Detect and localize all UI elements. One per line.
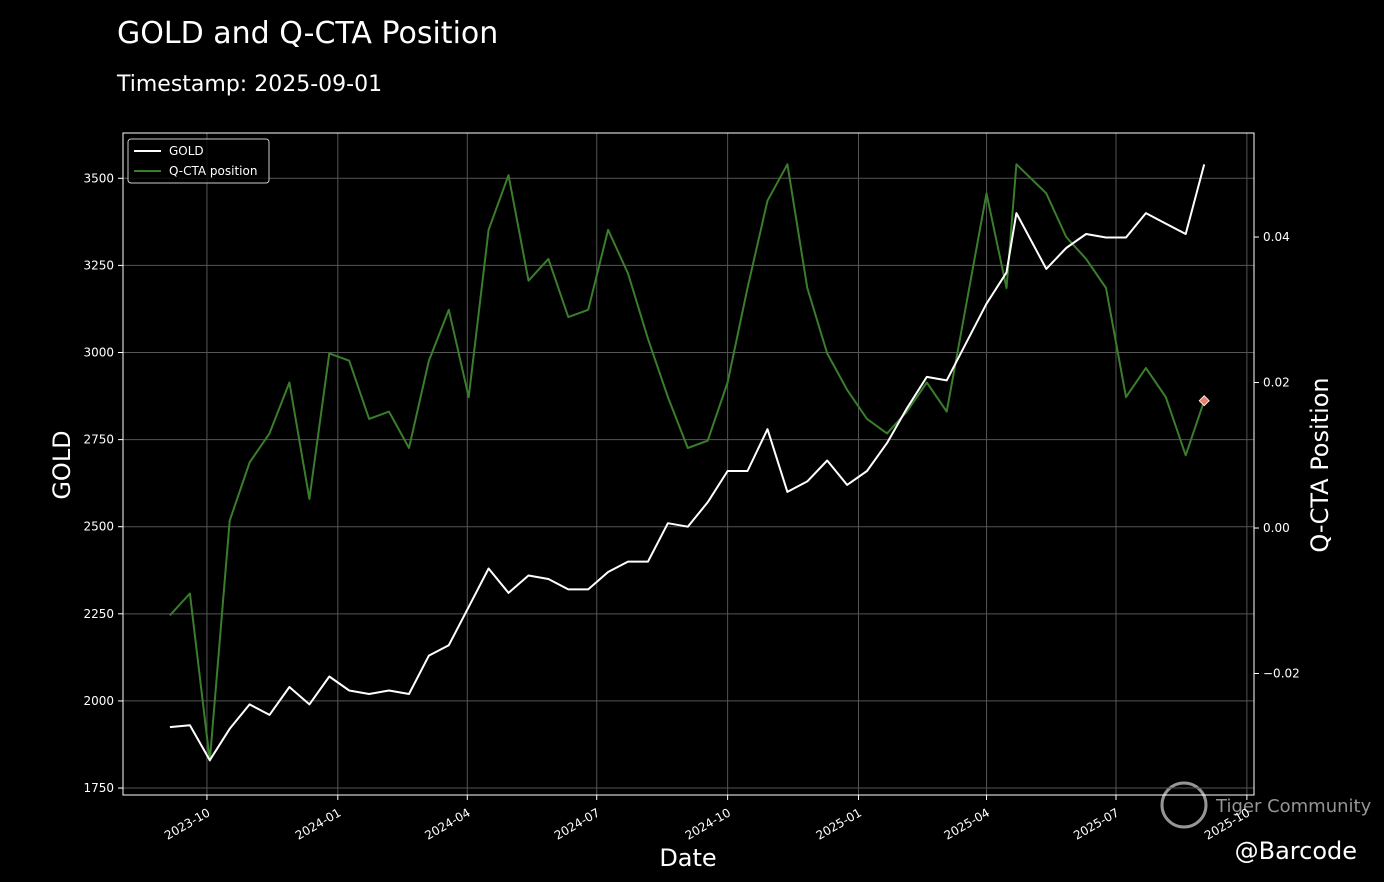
chart-title: GOLD and Q-CTA Position: [117, 16, 498, 51]
watermark-handle: @Barcode: [1235, 837, 1357, 865]
line-series: [169, 163, 1206, 762]
chart-subtitle: Timestamp: 2025-09-01: [116, 72, 382, 97]
y-tick-label: 2000: [83, 694, 114, 708]
y-tick-label: 2250: [83, 607, 114, 621]
y2-tick-label: 0.04: [1263, 230, 1290, 244]
watermark-logo: [1160, 781, 1208, 829]
legend-box: [127, 138, 270, 184]
y-tick-label: 3500: [83, 171, 114, 185]
y2-axis-label: Q-CTA Position: [1306, 377, 1334, 552]
y2-tick-label: 0.02: [1263, 376, 1290, 390]
plot-frame: [122, 132, 1255, 796]
x-axis-label: Date: [659, 844, 716, 872]
y-tick-label: 1750: [83, 781, 114, 795]
y-tick-label: 3000: [83, 346, 114, 360]
y-tick-label: 2750: [83, 433, 114, 447]
end-marker: [1198, 395, 1210, 407]
y-tick-label: 2500: [83, 520, 114, 534]
legend-label: GOLD: [169, 144, 204, 158]
y-axis-label: GOLD: [48, 430, 76, 499]
legend-label: Q-CTA position: [169, 164, 257, 178]
y-tick-label: 3250: [83, 258, 114, 272]
y2-tick-label: 0.00: [1263, 521, 1290, 535]
line-series: [169, 164, 1206, 762]
watermark-text: Tiger Community: [1215, 796, 1372, 817]
y2-tick-label: −0.02: [1263, 667, 1300, 681]
